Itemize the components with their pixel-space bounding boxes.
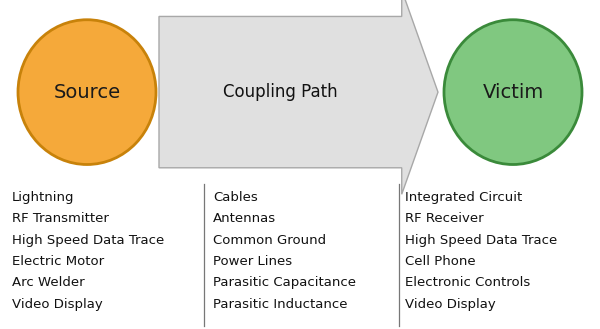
Text: Parasitic Capacitance: Parasitic Capacitance: [213, 276, 356, 290]
Text: RF Receiver: RF Receiver: [405, 212, 484, 225]
Text: High Speed Data Trace: High Speed Data Trace: [405, 234, 557, 247]
Text: Lightning: Lightning: [12, 191, 74, 204]
Ellipse shape: [444, 20, 582, 164]
Text: RF Transmitter: RF Transmitter: [12, 212, 109, 225]
Text: Electronic Controls: Electronic Controls: [405, 276, 530, 290]
Text: Antennas: Antennas: [213, 212, 276, 225]
Text: Electric Motor: Electric Motor: [12, 255, 104, 268]
Text: Cables: Cables: [213, 191, 258, 204]
Ellipse shape: [18, 20, 156, 164]
Text: Arc Welder: Arc Welder: [12, 276, 85, 290]
Text: Video Display: Video Display: [12, 298, 103, 311]
Text: Source: Source: [53, 83, 121, 102]
Text: Common Ground: Common Ground: [213, 234, 326, 247]
Text: Coupling Path: Coupling Path: [223, 83, 338, 101]
Text: High Speed Data Trace: High Speed Data Trace: [12, 234, 164, 247]
Polygon shape: [159, 0, 438, 194]
Text: Cell Phone: Cell Phone: [405, 255, 476, 268]
Text: Integrated Circuit: Integrated Circuit: [405, 191, 522, 204]
Text: Video Display: Video Display: [405, 298, 496, 311]
Text: Parasitic Inductance: Parasitic Inductance: [213, 298, 347, 311]
Text: Power Lines: Power Lines: [213, 255, 292, 268]
Text: Victim: Victim: [482, 83, 544, 102]
